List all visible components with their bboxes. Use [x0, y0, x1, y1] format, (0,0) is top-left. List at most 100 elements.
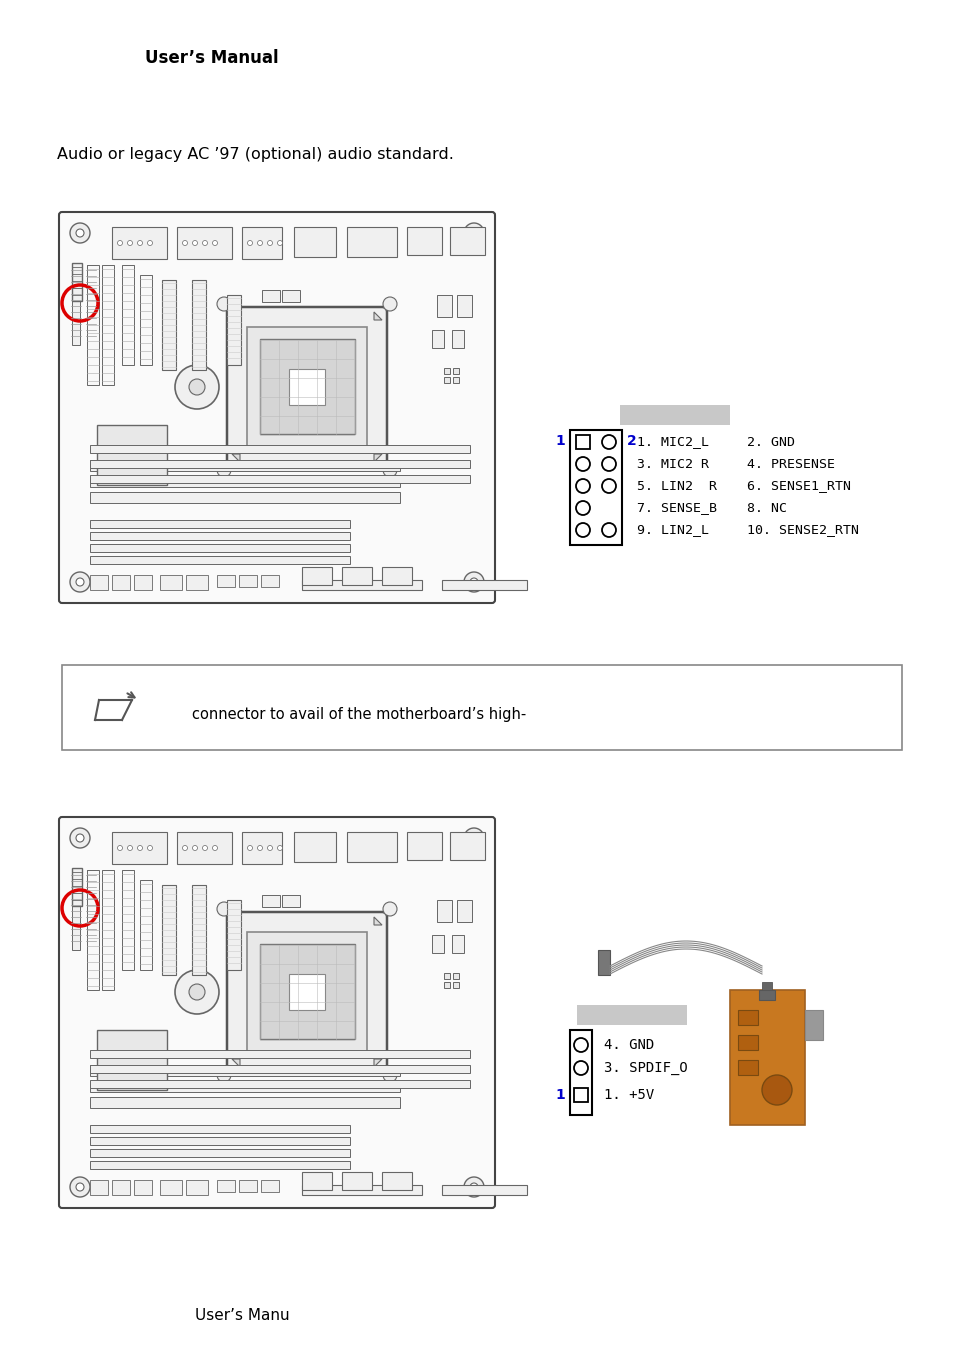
- Circle shape: [128, 845, 132, 850]
- FancyBboxPatch shape: [261, 575, 278, 587]
- Circle shape: [601, 522, 616, 537]
- FancyBboxPatch shape: [453, 369, 458, 374]
- FancyBboxPatch shape: [381, 1172, 412, 1189]
- FancyBboxPatch shape: [242, 832, 282, 864]
- Text: 10. SENSE2_RTN: 10. SENSE2_RTN: [746, 524, 858, 536]
- FancyBboxPatch shape: [441, 1185, 526, 1195]
- Circle shape: [761, 1075, 791, 1106]
- FancyBboxPatch shape: [140, 880, 152, 971]
- FancyBboxPatch shape: [112, 832, 167, 864]
- FancyBboxPatch shape: [59, 212, 495, 603]
- FancyBboxPatch shape: [216, 575, 234, 587]
- Text: 4. PRESENSE: 4. PRESENSE: [746, 458, 834, 471]
- FancyBboxPatch shape: [450, 832, 484, 860]
- Text: User’s Manu: User’s Manu: [194, 1308, 290, 1323]
- FancyBboxPatch shape: [87, 265, 99, 385]
- FancyBboxPatch shape: [302, 1185, 421, 1195]
- FancyBboxPatch shape: [619, 405, 729, 425]
- Circle shape: [117, 845, 122, 850]
- FancyBboxPatch shape: [186, 1180, 208, 1195]
- FancyBboxPatch shape: [62, 666, 901, 751]
- FancyBboxPatch shape: [759, 990, 774, 1000]
- FancyBboxPatch shape: [450, 227, 484, 255]
- Circle shape: [76, 230, 84, 238]
- Polygon shape: [374, 454, 381, 462]
- FancyBboxPatch shape: [90, 446, 470, 454]
- FancyBboxPatch shape: [262, 290, 280, 302]
- FancyBboxPatch shape: [302, 1172, 332, 1189]
- FancyBboxPatch shape: [90, 575, 108, 590]
- FancyBboxPatch shape: [294, 832, 335, 863]
- FancyBboxPatch shape: [576, 435, 589, 450]
- FancyBboxPatch shape: [90, 491, 399, 504]
- Text: 1: 1: [555, 1088, 564, 1102]
- FancyBboxPatch shape: [112, 227, 167, 259]
- FancyBboxPatch shape: [90, 1065, 399, 1076]
- Text: 4. GND: 4. GND: [603, 1038, 654, 1052]
- FancyBboxPatch shape: [160, 575, 182, 590]
- Circle shape: [277, 845, 282, 850]
- Text: 6. SENSE1_RTN: 6. SENSE1_RTN: [746, 479, 850, 493]
- Circle shape: [70, 572, 90, 593]
- FancyBboxPatch shape: [227, 900, 241, 971]
- Circle shape: [189, 984, 205, 1000]
- FancyBboxPatch shape: [407, 832, 441, 860]
- FancyBboxPatch shape: [90, 532, 350, 540]
- FancyBboxPatch shape: [90, 460, 399, 471]
- Polygon shape: [374, 1058, 381, 1066]
- FancyBboxPatch shape: [407, 227, 441, 255]
- Circle shape: [70, 828, 90, 848]
- FancyBboxPatch shape: [341, 1172, 372, 1189]
- FancyBboxPatch shape: [262, 895, 280, 907]
- FancyBboxPatch shape: [432, 329, 443, 348]
- Text: connector to avail of the motherboard’s high‑: connector to avail of the motherboard’s …: [192, 707, 526, 722]
- FancyBboxPatch shape: [738, 1060, 758, 1075]
- FancyBboxPatch shape: [71, 868, 82, 906]
- Circle shape: [267, 240, 273, 246]
- Circle shape: [257, 240, 262, 246]
- FancyBboxPatch shape: [738, 1035, 758, 1050]
- FancyBboxPatch shape: [133, 1180, 152, 1195]
- Circle shape: [117, 240, 122, 246]
- Circle shape: [576, 501, 589, 514]
- FancyBboxPatch shape: [112, 1180, 130, 1195]
- Circle shape: [463, 1177, 483, 1197]
- FancyBboxPatch shape: [761, 981, 771, 990]
- FancyBboxPatch shape: [90, 1081, 399, 1092]
- Text: 1. MIC2_L: 1. MIC2_L: [637, 436, 708, 448]
- Circle shape: [189, 379, 205, 396]
- FancyBboxPatch shape: [177, 227, 232, 259]
- Text: 2. GND: 2. GND: [746, 436, 794, 448]
- Text: 2: 2: [626, 433, 636, 448]
- FancyBboxPatch shape: [90, 1149, 350, 1157]
- FancyBboxPatch shape: [90, 544, 350, 552]
- Text: 7. SENSE_B: 7. SENSE_B: [637, 501, 717, 514]
- FancyBboxPatch shape: [227, 296, 241, 364]
- Circle shape: [470, 230, 477, 238]
- Polygon shape: [374, 917, 381, 925]
- Circle shape: [463, 572, 483, 593]
- FancyBboxPatch shape: [90, 556, 350, 564]
- FancyBboxPatch shape: [90, 520, 350, 528]
- Circle shape: [601, 479, 616, 493]
- Circle shape: [382, 463, 396, 477]
- FancyBboxPatch shape: [192, 886, 206, 975]
- Circle shape: [137, 240, 142, 246]
- Circle shape: [267, 845, 273, 850]
- FancyBboxPatch shape: [341, 567, 372, 585]
- FancyBboxPatch shape: [122, 265, 133, 365]
- Circle shape: [601, 458, 616, 471]
- Circle shape: [174, 971, 219, 1014]
- Text: User’s Manual: User’s Manual: [145, 49, 278, 68]
- FancyBboxPatch shape: [87, 869, 99, 990]
- FancyBboxPatch shape: [162, 279, 175, 370]
- FancyBboxPatch shape: [186, 575, 208, 590]
- Circle shape: [182, 845, 188, 850]
- FancyBboxPatch shape: [90, 1098, 399, 1108]
- Circle shape: [216, 463, 231, 477]
- Circle shape: [576, 479, 589, 493]
- FancyBboxPatch shape: [443, 981, 450, 988]
- Circle shape: [247, 845, 253, 850]
- FancyBboxPatch shape: [71, 263, 82, 301]
- FancyBboxPatch shape: [227, 913, 387, 1072]
